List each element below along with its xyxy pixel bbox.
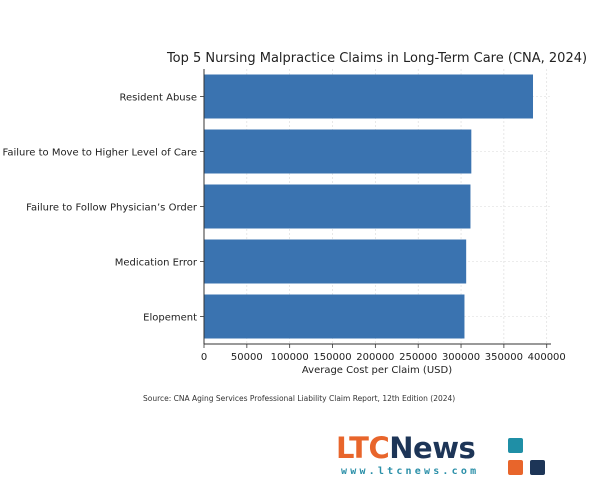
axes <box>200 69 551 348</box>
logo-news-text: News <box>389 431 476 465</box>
logo-url: www.ltcnews.com <box>341 466 480 477</box>
x-tick-label: 250000 <box>399 352 437 363</box>
x-tick-label: 200000 <box>356 352 394 363</box>
x-tick-label: 150000 <box>313 352 351 363</box>
category-label: Resident Abuse <box>120 93 197 104</box>
logo-ltc-text: LTC <box>336 431 390 465</box>
x-axis-label: Average Cost per Claim (USD) <box>302 365 452 376</box>
logo-square-orange <box>508 460 523 475</box>
category-label: Elopement <box>143 313 197 324</box>
ltc-news-logo: LTCNews www.ltcnews.com <box>336 432 556 482</box>
x-tick-label: 350000 <box>485 352 523 363</box>
chart-title: Top 5 Nursing Malpractice Claims in Long… <box>166 51 587 66</box>
x-tick-label: 100000 <box>271 352 309 363</box>
category-labels: Resident Abuse Failure to Move to Higher … <box>3 93 198 324</box>
x-tick-labels: 0 50000 100000 150000 200000 250000 300000 3500… <box>201 352 566 363</box>
source-note: Source: CNA Aging Services Professional … <box>143 394 456 403</box>
category-label: Failure to Move to Higher Level of Care <box>3 148 197 159</box>
logo-square-navy <box>530 460 545 475</box>
x-tick-label: 300000 <box>442 352 480 363</box>
x-tick-label: 50000 <box>231 352 263 363</box>
bar <box>204 74 534 119</box>
bars <box>204 74 534 339</box>
x-tick-label: 0 <box>201 352 207 363</box>
logo-square-teal <box>508 438 523 453</box>
bar <box>204 184 471 229</box>
category-label: Medication Error <box>115 258 198 269</box>
bar <box>204 294 465 339</box>
category-label: Failure to Follow Physician’s Order <box>26 203 198 214</box>
x-tick-label: 400000 <box>528 352 566 363</box>
bar-chart: Top 5 Nursing Malpractice Claims in Long… <box>3 51 588 376</box>
logo-wordmark: LTCNews <box>336 431 476 465</box>
bar <box>204 129 472 174</box>
bar <box>204 239 467 284</box>
